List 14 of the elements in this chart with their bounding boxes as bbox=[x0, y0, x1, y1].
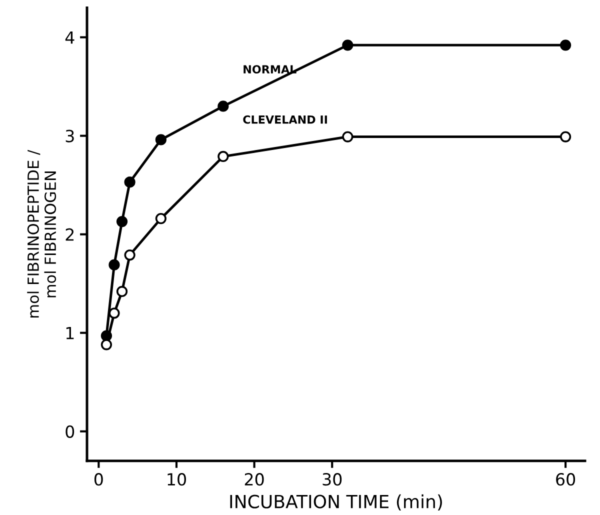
x-tick-label: 60 bbox=[556, 473, 576, 486]
y-axis-title: mol FIBRINOPEPTIDE / mol FIBRINOGEN bbox=[27, 150, 56, 318]
y-tick-label: 1 bbox=[66, 327, 74, 340]
x-tick-label: 20 bbox=[244, 473, 264, 486]
series-label: NORMAL bbox=[244, 65, 296, 74]
y-tick-label: 2 bbox=[66, 228, 74, 241]
x-tick-label: 0 bbox=[94, 473, 103, 486]
x-tick-label: 30 bbox=[322, 473, 342, 486]
y-tick-label: 4 bbox=[65, 31, 74, 44]
x-axis-title: INCUBATION TIME (min) bbox=[230, 494, 442, 511]
x-tick-label: 10 bbox=[168, 473, 186, 486]
series-label: CLEVELAND II bbox=[243, 115, 327, 124]
y-tick-label: 0 bbox=[66, 425, 74, 438]
y-tick-label: 3 bbox=[66, 130, 74, 142]
